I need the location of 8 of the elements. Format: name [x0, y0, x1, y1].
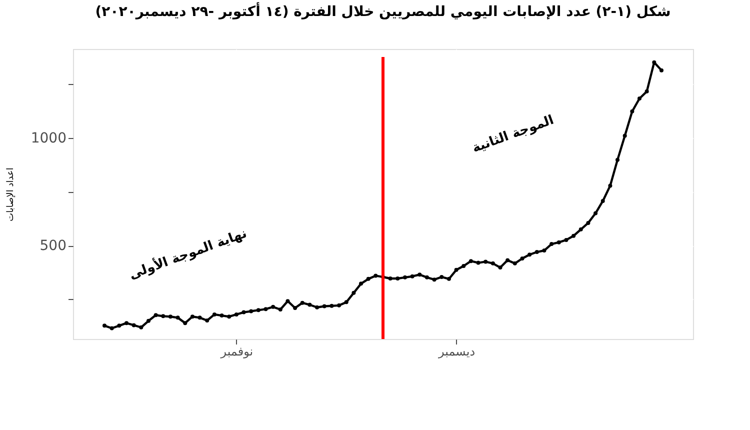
chart-title: شكل (١-٢) عدد الإصابات اليومي للمصريين خلال الفترة (١٤ أكتوبر -٢٩ ديسمبر٢٠٢٠)	[95, 2, 671, 20]
y-axis-title: اعداد الإصابات	[6, 168, 16, 222]
x-tick-label: ديسمبر	[437, 344, 476, 358]
y-tick-label: 1000	[30, 130, 66, 146]
annotation: الموجة الثانية	[470, 112, 556, 156]
annotation: نهاية الموجة الأولى	[126, 224, 249, 283]
x-tick-label: نوفمبر	[220, 344, 254, 358]
y-tick-label: 500	[40, 238, 66, 254]
